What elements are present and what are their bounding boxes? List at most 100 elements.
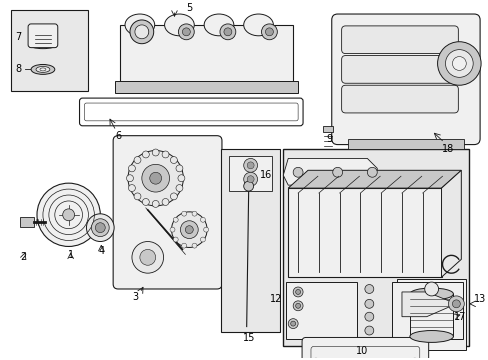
Ellipse shape xyxy=(125,14,154,36)
FancyBboxPatch shape xyxy=(341,55,457,83)
Bar xyxy=(115,81,298,93)
Bar xyxy=(20,217,34,227)
Text: 2: 2 xyxy=(20,252,26,262)
Circle shape xyxy=(128,150,183,206)
Bar xyxy=(11,10,88,91)
Circle shape xyxy=(180,221,198,239)
Circle shape xyxy=(140,249,155,265)
Polygon shape xyxy=(283,158,376,185)
Circle shape xyxy=(261,24,277,40)
Text: 17: 17 xyxy=(453,312,466,322)
Circle shape xyxy=(134,193,141,200)
Circle shape xyxy=(95,223,105,233)
Bar xyxy=(120,25,293,89)
Text: 10: 10 xyxy=(356,346,368,356)
Circle shape xyxy=(409,358,419,360)
Circle shape xyxy=(37,183,100,247)
Circle shape xyxy=(141,28,148,36)
FancyBboxPatch shape xyxy=(28,24,58,48)
Bar xyxy=(396,279,465,350)
Circle shape xyxy=(246,176,254,183)
Circle shape xyxy=(364,284,373,293)
Circle shape xyxy=(86,214,114,242)
Circle shape xyxy=(220,24,235,40)
Circle shape xyxy=(451,57,465,71)
Circle shape xyxy=(181,243,186,248)
Circle shape xyxy=(142,165,169,192)
Circle shape xyxy=(178,24,194,40)
Circle shape xyxy=(176,165,183,172)
FancyBboxPatch shape xyxy=(113,136,222,289)
Circle shape xyxy=(424,282,438,296)
Circle shape xyxy=(162,151,169,158)
FancyBboxPatch shape xyxy=(331,14,479,145)
Text: 15: 15 xyxy=(242,333,254,343)
Circle shape xyxy=(364,300,373,308)
Circle shape xyxy=(364,312,373,321)
Circle shape xyxy=(366,167,376,177)
Circle shape xyxy=(200,237,205,242)
Bar xyxy=(347,139,463,149)
Circle shape xyxy=(437,42,480,85)
Ellipse shape xyxy=(203,14,233,36)
Text: 9: 9 xyxy=(326,134,332,144)
Circle shape xyxy=(192,211,197,216)
Ellipse shape xyxy=(40,68,46,71)
Circle shape xyxy=(451,300,459,308)
Text: 4: 4 xyxy=(98,246,104,256)
Circle shape xyxy=(171,212,207,247)
Circle shape xyxy=(293,167,303,177)
Bar xyxy=(391,282,462,339)
Circle shape xyxy=(130,20,153,44)
Circle shape xyxy=(243,158,257,172)
Text: 12: 12 xyxy=(269,294,282,304)
Circle shape xyxy=(142,198,149,206)
Circle shape xyxy=(170,157,177,163)
FancyBboxPatch shape xyxy=(341,26,457,54)
Circle shape xyxy=(128,165,135,172)
Circle shape xyxy=(290,321,295,326)
Circle shape xyxy=(364,326,373,335)
Circle shape xyxy=(445,50,472,77)
Circle shape xyxy=(152,201,159,207)
Circle shape xyxy=(152,149,159,156)
Bar xyxy=(285,282,357,339)
Circle shape xyxy=(287,319,298,329)
Circle shape xyxy=(132,242,163,273)
Circle shape xyxy=(178,175,184,182)
Circle shape xyxy=(170,227,175,232)
Bar xyxy=(287,188,441,277)
Circle shape xyxy=(224,28,231,36)
Text: 6: 6 xyxy=(115,131,121,141)
Circle shape xyxy=(142,151,149,158)
Circle shape xyxy=(265,28,273,36)
Ellipse shape xyxy=(243,14,273,36)
Ellipse shape xyxy=(164,14,194,36)
Bar xyxy=(283,149,468,346)
Circle shape xyxy=(246,162,254,169)
Text: 18: 18 xyxy=(442,144,454,153)
Circle shape xyxy=(192,243,197,248)
Circle shape xyxy=(181,211,186,216)
Text: 5: 5 xyxy=(186,3,192,13)
Circle shape xyxy=(62,209,75,221)
Circle shape xyxy=(332,167,342,177)
Circle shape xyxy=(293,287,303,297)
Ellipse shape xyxy=(29,41,57,49)
Circle shape xyxy=(173,237,178,242)
Text: 13: 13 xyxy=(473,294,486,304)
Bar xyxy=(221,149,280,332)
Ellipse shape xyxy=(31,64,55,75)
Circle shape xyxy=(170,193,177,200)
Circle shape xyxy=(91,219,109,237)
Circle shape xyxy=(135,25,148,39)
Circle shape xyxy=(447,296,463,312)
Circle shape xyxy=(310,358,320,360)
Text: 16: 16 xyxy=(260,170,272,180)
Circle shape xyxy=(128,185,135,192)
Polygon shape xyxy=(441,170,460,277)
Circle shape xyxy=(243,181,253,191)
Circle shape xyxy=(295,303,300,308)
Ellipse shape xyxy=(36,67,50,72)
Polygon shape xyxy=(401,292,455,317)
